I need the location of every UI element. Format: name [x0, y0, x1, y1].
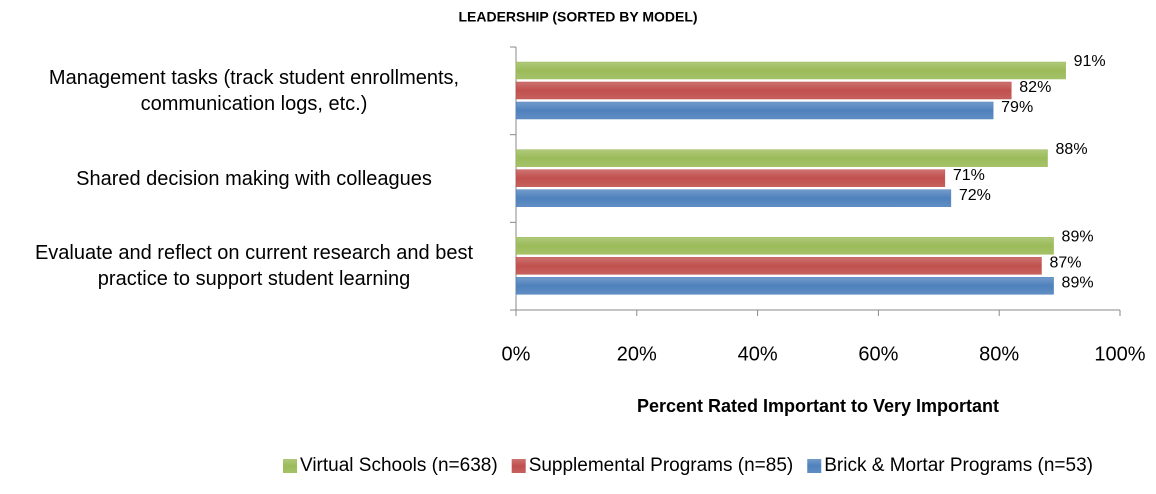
value-label: 88%	[1056, 141, 1088, 158]
legend-swatch	[807, 459, 822, 473]
value-label: 72%	[959, 187, 991, 204]
value-label: 87%	[1049, 255, 1081, 272]
legend-label: Brick & Mortar Programs (n=53)	[824, 455, 1093, 476]
bar	[515, 169, 946, 187]
legend-label: Supplemental Programs (n=85)	[529, 455, 794, 476]
bar	[515, 61, 1066, 80]
value-label: 71%	[953, 167, 985, 184]
category-label: Management tasks (track student enrollme…	[48, 66, 460, 115]
legend-swatch	[283, 459, 297, 473]
bar	[515, 81, 1012, 100]
bar	[515, 237, 1054, 255]
category-label: Shared decision making with colleagues	[76, 167, 432, 190]
x-tick-label: 40%	[738, 343, 778, 365]
legend-swatch	[511, 459, 526, 473]
bar	[515, 257, 1042, 275]
category-label: Evaluate and reflect on current research…	[34, 242, 474, 291]
bar	[515, 149, 1048, 167]
x-axis-title: Percent Rated Important to Very Importan…	[637, 396, 999, 416]
x-tick-label: 60%	[858, 343, 898, 365]
bar	[515, 101, 994, 120]
value-label: 82%	[1019, 79, 1051, 96]
legend-label: Virtual Schools (n=638)	[300, 455, 498, 476]
x-tick-label: 100%	[1094, 343, 1145, 365]
bar	[515, 277, 1054, 295]
x-tick-label: 0%	[502, 343, 531, 365]
x-tick-label: 20%	[617, 343, 657, 365]
bar	[515, 189, 952, 207]
chart-title: LEADERSHIP (SORTED BY MODEL)	[458, 9, 697, 25]
value-label: 91%	[1074, 53, 1106, 70]
x-tick-label: 80%	[979, 343, 1019, 365]
value-label: 79%	[1001, 99, 1033, 116]
value-label: 89%	[1062, 229, 1094, 246]
value-label: 89%	[1062, 275, 1094, 292]
